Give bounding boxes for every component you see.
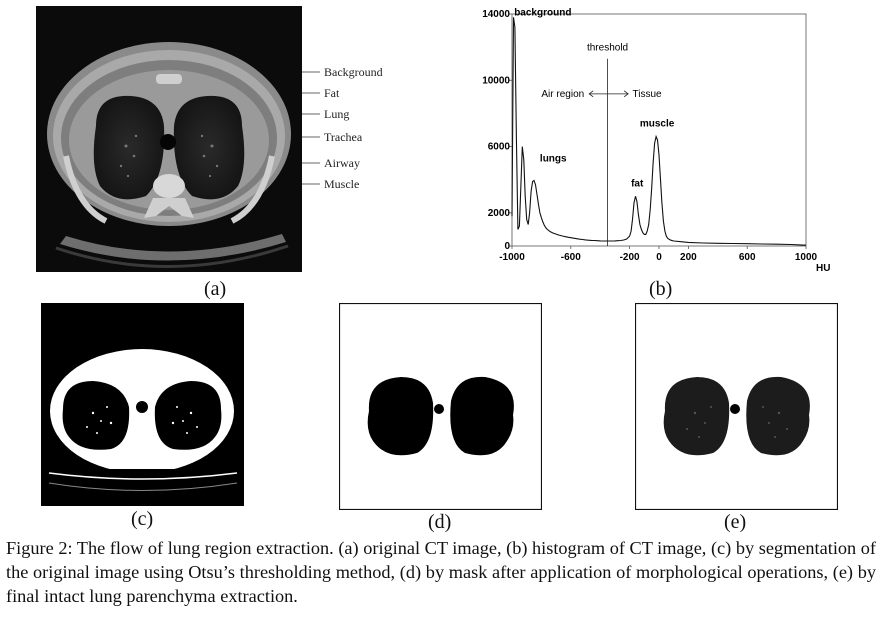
y-tick-label: 2000 [488,208,511,219]
x-axis: -1000 -600 -200 0 200 600 1000 [499,246,818,263]
annotation-background: background [514,8,571,19]
plot-frame [511,13,807,247]
y-axis: 0 2000 6000 10000 14000 [482,9,512,252]
otsu-segmentation-image [41,303,244,506]
ct-image-original [36,6,302,272]
series-line [511,17,807,246]
annotation-air-region: Air region [541,89,584,100]
annotation-muscle: muscle [640,119,675,130]
label-d: (d) [428,511,452,533]
histogram-chart: 0 2000 6000 10000 14000 -1000 -600 -200 0 200 600… [470,6,840,278]
label-a: (a) [204,278,227,300]
x-tick-label: -1000 [499,252,525,263]
x-tick-label: 200 [680,252,697,263]
air-tissue-arrow [588,90,629,98]
annotation-muscle: Muscle [324,177,360,191]
figure-caption: Figure 2: The flow of lung region extrac… [6,538,876,606]
annotation-background: Background [324,65,383,79]
annotation-fat: Fat [324,86,340,100]
label-e: (e) [724,511,747,533]
annotation-tissue: Tissue [633,89,663,100]
x-tick-label: 0 [656,252,662,263]
y-tick-label: 0 [504,241,510,252]
x-tick-label: 1000 [795,252,818,263]
lung-parenchyma-image [634,302,839,511]
annotation-fat: fat [631,178,644,189]
annotation-threshold: threshold [587,42,628,53]
label-b: (b) [649,278,673,300]
label-c: (c) [131,508,154,530]
x-tick-label: 600 [739,252,756,263]
annotation-trachea: Trachea [324,130,363,144]
y-tick-label: 6000 [488,142,511,153]
lung-mask-image [338,302,543,511]
chart-annotations: background lungs fat muscle threshold Air reg… [514,8,675,190]
y-tick-label: 14000 [482,9,510,20]
annotation-lung: Lung [324,107,350,121]
x-axis-label: HU [816,263,830,274]
x-tick-label: -600 [561,252,581,263]
ct-annotations: Background Fat Lung Trachea Airway Muscl… [302,6,422,272]
annotation-lungs: lungs [540,153,567,164]
y-tick-label: 10000 [482,75,510,86]
annotation-airway: Airway [324,156,360,170]
x-tick-label: -200 [620,252,640,263]
